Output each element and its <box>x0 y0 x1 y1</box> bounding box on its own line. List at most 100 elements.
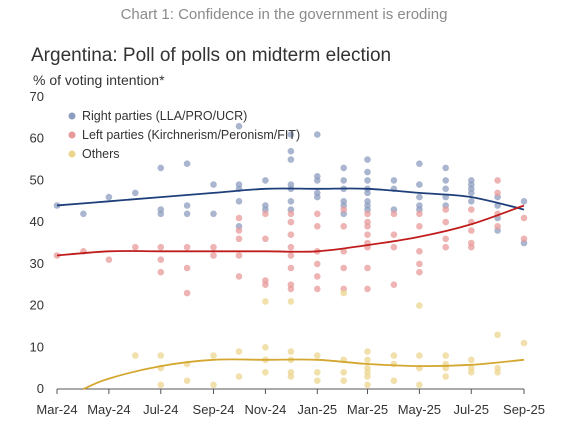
data-point-series-2 <box>468 227 475 234</box>
data-point-series-2 <box>235 214 243 222</box>
data-point-series-2 <box>340 248 348 255</box>
data-point-series-2 <box>416 210 423 218</box>
data-point-series-3 <box>183 377 191 385</box>
data-point-series-2 <box>157 243 165 251</box>
data-point-series-1 <box>287 156 295 163</box>
data-point-series-1 <box>390 177 398 184</box>
x-tick-label: Mar-24 <box>36 402 77 417</box>
data-point-series-1 <box>183 210 191 218</box>
data-point-series-1 <box>235 122 243 130</box>
data-point-series-2 <box>520 214 528 222</box>
data-point-series-3 <box>416 302 423 309</box>
x-tick-label: Mar-25 <box>347 402 388 417</box>
data-point-series-2 <box>183 243 191 251</box>
data-point-series-2 <box>287 264 295 272</box>
data-point-series-3 <box>157 381 165 389</box>
data-point-series-3 <box>494 331 501 339</box>
data-point-series-3 <box>287 373 295 380</box>
y-tick-label: 30 <box>30 256 44 271</box>
data-point-series-3 <box>340 289 348 297</box>
legend-marker <box>68 131 76 139</box>
data-point-series-3 <box>132 352 139 359</box>
data-point-series-3 <box>314 352 321 359</box>
data-point-series-3 <box>364 356 371 364</box>
data-point-series-2 <box>340 206 348 213</box>
data-point-series-2 <box>364 285 371 293</box>
data-point-series-2 <box>364 231 371 238</box>
y-tick-label: 0 <box>37 381 44 396</box>
data-point-series-1 <box>442 177 450 184</box>
data-point-series-2 <box>340 223 348 230</box>
data-point-series-2 <box>416 260 423 268</box>
page-header: Chart 1: Confidence in the government is… <box>120 6 448 23</box>
chart-title: Argentina: Poll of polls on midterm elec… <box>31 45 392 66</box>
data-point-series-2 <box>390 210 398 218</box>
data-point-series-2 <box>235 227 243 234</box>
data-point-series-1 <box>262 177 269 184</box>
data-point-series-2 <box>132 243 139 251</box>
data-point-series-2 <box>364 264 371 272</box>
data-point-series-3 <box>468 356 475 364</box>
data-point-series-2 <box>416 268 423 276</box>
data-point-series-2 <box>235 252 243 259</box>
legend-label: Left parties (Kirchnerism/Peronism/FIT) <box>82 128 300 142</box>
data-point-series-2 <box>390 243 398 251</box>
data-point-series-2 <box>442 235 450 243</box>
data-point-series-3 <box>262 298 269 305</box>
data-point-series-2 <box>235 235 243 243</box>
data-point-series-3 <box>340 369 348 376</box>
data-point-series-2 <box>235 273 243 280</box>
data-point-series-1 <box>364 177 371 184</box>
trend-line-series-1 <box>56 187 525 211</box>
data-point-series-1 <box>468 189 475 197</box>
data-point-series-3 <box>468 369 475 376</box>
y-tick-label: 70 <box>30 89 44 104</box>
data-point-series-2 <box>416 248 423 255</box>
data-point-series-1 <box>157 210 165 218</box>
data-point-series-1 <box>210 210 217 218</box>
data-point-series-1 <box>520 198 528 205</box>
data-point-series-3 <box>235 373 243 380</box>
y-tick-label: 50 <box>30 172 44 187</box>
data-point-series-1 <box>287 198 295 205</box>
data-point-series-1 <box>340 177 348 184</box>
x-tick-label: Sep-24 <box>193 402 235 417</box>
data-point-series-2 <box>183 289 191 297</box>
data-point-series-3 <box>364 373 371 380</box>
data-point-series-2 <box>287 231 295 238</box>
data-point-series-2 <box>416 223 423 230</box>
data-point-series-2 <box>287 210 295 218</box>
data-point-series-3 <box>442 352 450 359</box>
data-point-series-1 <box>157 164 165 172</box>
data-point-series-2 <box>287 243 295 251</box>
x-tick-label: Nov-24 <box>244 402 286 417</box>
data-point-series-2 <box>210 252 217 259</box>
data-point-series-2 <box>442 218 450 226</box>
data-point-series-1 <box>314 177 321 184</box>
data-point-series-1 <box>183 160 191 167</box>
data-point-series-2 <box>262 210 269 218</box>
data-point-series-2 <box>105 256 113 264</box>
data-point-series-2 <box>157 268 165 276</box>
data-point-series-2 <box>314 260 321 268</box>
data-point-series-1 <box>442 164 450 172</box>
data-point-series-1 <box>442 185 450 193</box>
data-point-series-2 <box>262 235 269 243</box>
x-tick-label: May-25 <box>398 402 441 417</box>
data-point-series-2 <box>314 223 321 230</box>
data-point-series-3 <box>210 381 217 389</box>
data-point-series-2 <box>442 243 450 251</box>
legend: Right parties (LLA/PRO/UCR) Left parties … <box>68 109 300 161</box>
data-point-series-2 <box>287 285 295 293</box>
data-point-series-3 <box>442 373 450 380</box>
data-point-series-2 <box>364 223 371 230</box>
data-point-series-3 <box>262 344 269 351</box>
legend-label: Others <box>82 147 120 161</box>
data-point-series-2 <box>287 218 295 226</box>
legend-marker <box>68 150 76 158</box>
data-point-series-3 <box>235 348 243 355</box>
data-point-series-1 <box>80 210 87 218</box>
data-point-series-1 <box>416 193 423 201</box>
data-point-series-3 <box>287 298 295 305</box>
